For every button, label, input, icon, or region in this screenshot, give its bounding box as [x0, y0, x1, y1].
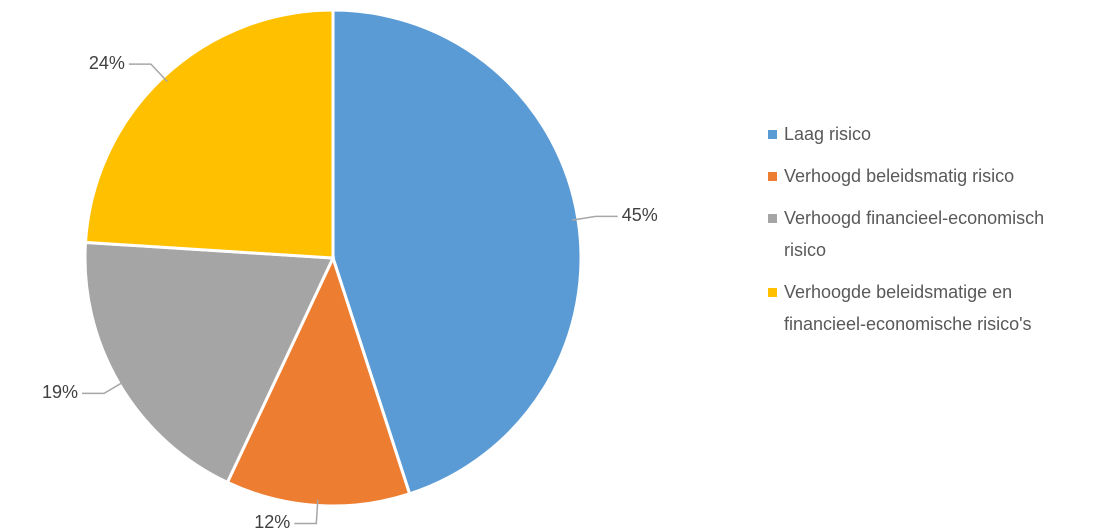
- legend-item: Laag risico: [768, 118, 1078, 150]
- data-label: 45%: [622, 205, 658, 225]
- legend-label: Verhoogd financieel-economisch risico: [784, 208, 1045, 260]
- leader-line: [128, 63, 168, 83]
- legend-swatch: [768, 172, 777, 181]
- legend-item: Verhoogd financieel-economisch risico: [768, 202, 1078, 266]
- leader-line: [571, 215, 618, 221]
- legend-swatch: [768, 288, 777, 297]
- legend-swatch: [768, 214, 777, 223]
- leader-line: [82, 380, 126, 395]
- data-label: 12%: [254, 512, 290, 529]
- legend-swatch: [768, 130, 777, 139]
- legend-label: Verhoogde beleidsmatige en financieel-ec…: [784, 282, 1032, 334]
- legend-item: Verhoogde beleidsmatige en financieel-ec…: [768, 276, 1078, 340]
- data-label: 24%: [89, 53, 125, 73]
- leader-line: [294, 499, 319, 525]
- legend: Laag risico Verhoogd beleidsmatig risico V…: [768, 118, 1078, 350]
- legend-item: Verhoogd beleidsmatig risico: [768, 160, 1078, 192]
- legend-label: Verhoogd beleidsmatig risico: [784, 166, 1015, 186]
- legend-label: Laag risico: [784, 124, 872, 144]
- data-label: 19%: [42, 382, 78, 402]
- pie-slice: [83, 8, 335, 260]
